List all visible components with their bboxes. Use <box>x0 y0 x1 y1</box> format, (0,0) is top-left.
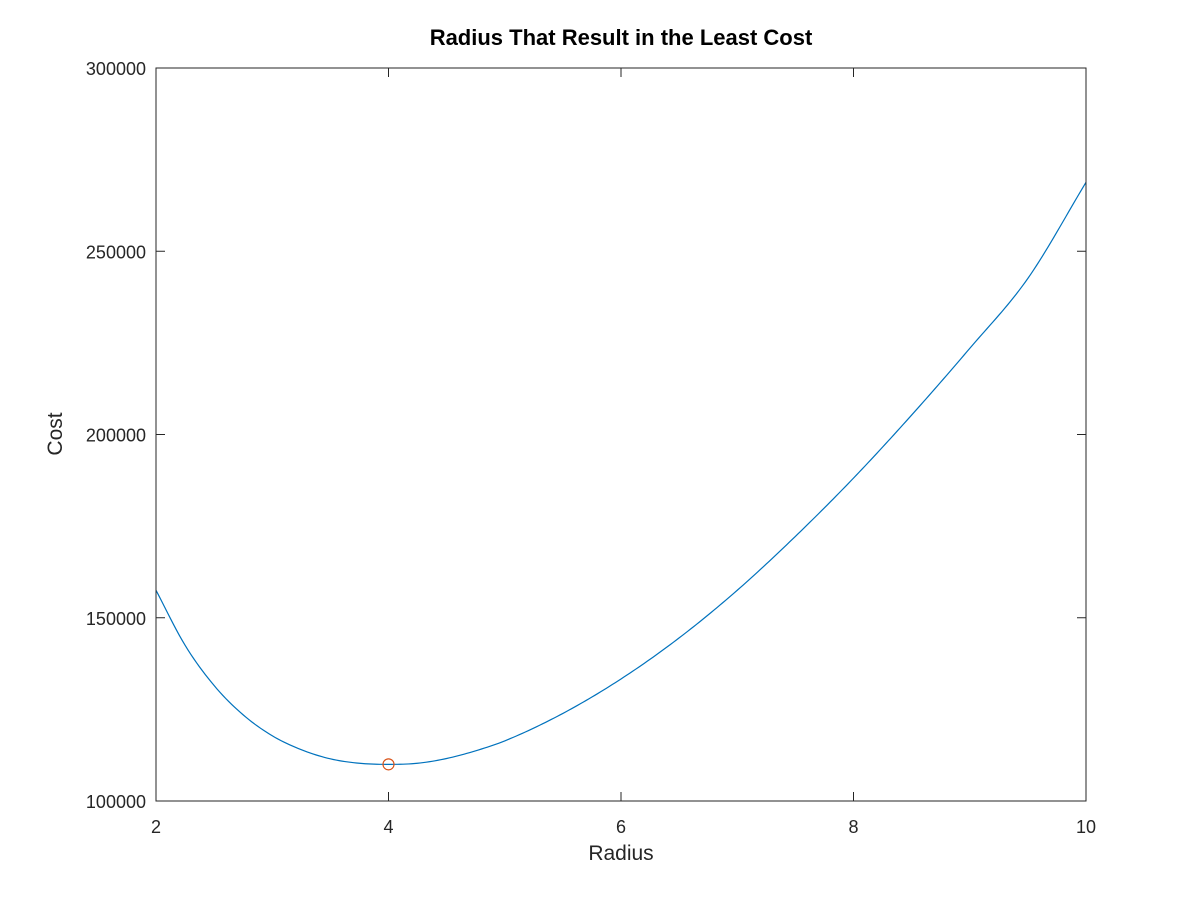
tick-labels: 2 4 6 8 10 100000 150000 200000 250000 300000 <box>86 59 1096 837</box>
chart-title: Radius That Result in the Least Cost <box>430 25 813 50</box>
minimum-cost-marker <box>382 758 395 771</box>
cost-curve-line <box>155 182 1087 765</box>
y-tick-label: 200000 <box>86 426 146 446</box>
y-tick-label: 150000 <box>86 609 146 629</box>
series-layer <box>155 182 1087 771</box>
y-tick-label: 300000 <box>86 59 146 79</box>
y-axis-label: Cost <box>44 412 67 455</box>
axes-box <box>155 67 1087 802</box>
y-tick-label: 250000 <box>86 242 146 262</box>
x-tick-label: 4 <box>383 817 393 837</box>
plot-area <box>156 68 1086 801</box>
x-tick-label: 2 <box>151 817 161 837</box>
y-tick-label: 100000 <box>86 792 146 812</box>
x-tick-label: 10 <box>1076 817 1096 837</box>
x-axis-label: Radius <box>588 842 653 865</box>
x-tick-label: 6 <box>616 817 626 837</box>
x-tick-label: 8 <box>848 817 858 837</box>
